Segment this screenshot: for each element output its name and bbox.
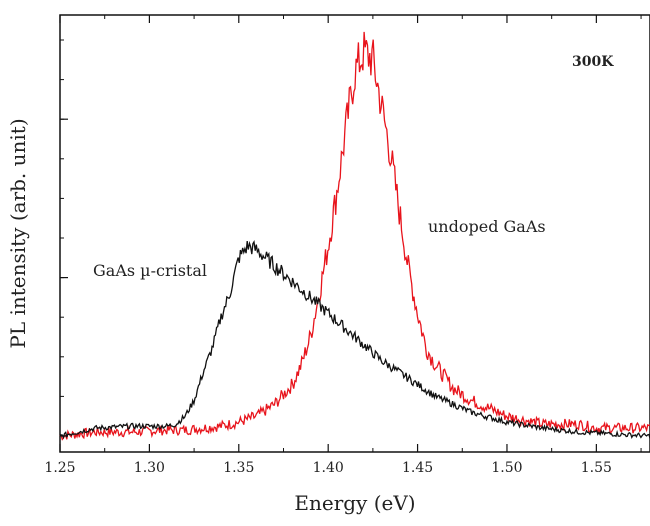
undoped-gaas-annotation: undoped GaAs: [428, 217, 546, 236]
temperature-annotation: 300K: [572, 54, 614, 70]
y-axis-ticks: [60, 39, 68, 437]
gaas-microcrystal-annotation: GaAs µ-cristal: [93, 261, 207, 280]
x-tick-label: 1.40: [313, 460, 344, 476]
x-tick-label: 1.35: [223, 460, 254, 476]
x-tick-label: 1.55: [581, 460, 612, 476]
y-axis-title: PL intensity (arb. unit): [6, 118, 30, 348]
series-layer: [59, 31, 650, 441]
x-tick-label: 1.25: [44, 460, 75, 476]
x-tick-label: 1.45: [402, 460, 433, 476]
undoped-gaas-series-line: [59, 31, 650, 441]
gaas-microcrystal-series-line: [59, 240, 650, 440]
x-tick-label: 1.50: [491, 460, 522, 476]
plot-frame: [59, 14, 650, 453]
x-tick-label: 1.30: [134, 460, 165, 476]
x-axis-title: Energy (eV): [294, 491, 415, 515]
x-axis-ticks: 1.25 1.30 1.35 1.40 1.45 1.50 1.55: [44, 15, 642, 476]
